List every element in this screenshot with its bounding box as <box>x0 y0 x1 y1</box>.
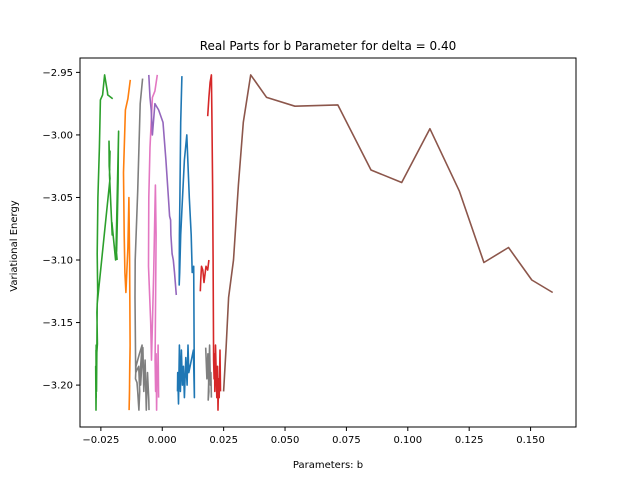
x-axis: −0.025 0.000 0.025 0.050 0.075 0.100 0.125 0.15… <box>82 427 545 446</box>
series-line-5 <box>148 74 178 296</box>
x-tick-label: 0.025 <box>209 435 238 446</box>
y-axis-label: Variational Energy <box>9 200 20 292</box>
x-axis-label: Parameters: b <box>293 460 363 471</box>
series-line-8 <box>222 74 554 392</box>
y-tick-label: −3.05 <box>42 193 73 204</box>
y-tick-label: −2.95 <box>42 68 73 79</box>
x-tick-label: 0.000 <box>148 435 177 446</box>
x-tick-label: 0.125 <box>455 435 484 446</box>
series-line-6 <box>176 76 196 405</box>
plot-area <box>94 74 554 411</box>
y-axis: −3.20 −3.15 −3.10 −3.05 −3.00 −2.95 <box>42 68 80 392</box>
y-tick-label: −3.10 <box>42 256 73 267</box>
y-tick-label: −3.20 <box>42 381 73 392</box>
x-tick-label: 0.150 <box>516 435 545 446</box>
x-tick-label: 0.075 <box>332 435 361 446</box>
chart-title: Real Parts for b Parameter for delta = 0… <box>200 39 457 53</box>
x-tick-label: 0.050 <box>271 435 300 446</box>
x-tick-label: −0.025 <box>82 435 119 446</box>
y-tick-label: −3.15 <box>42 318 73 329</box>
series-line-9 <box>204 344 213 401</box>
series-line-10 <box>199 259 210 292</box>
series-line-2 <box>122 79 132 411</box>
series-line-4 <box>147 74 160 411</box>
axes-frame <box>79 57 577 428</box>
series-line-1 <box>94 74 120 411</box>
y-tick-label: −3.00 <box>42 130 73 141</box>
series-line-7 <box>206 74 222 411</box>
series-line-3 <box>134 78 150 411</box>
x-tick-label: 0.100 <box>393 435 422 446</box>
